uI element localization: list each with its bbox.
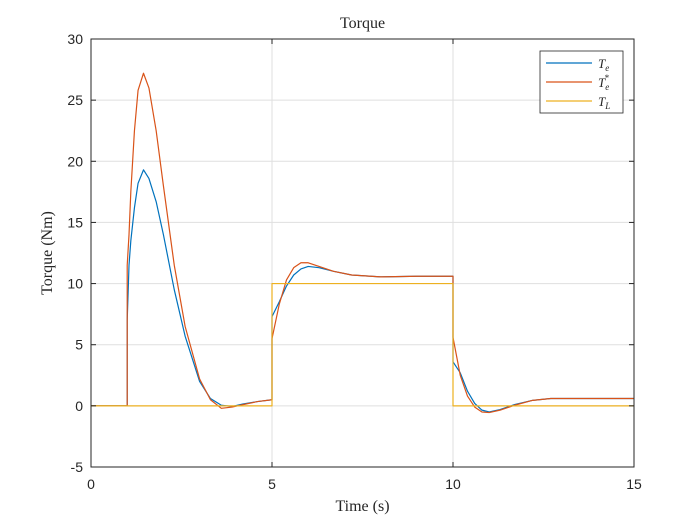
y-axis-label: Torque (Nm) (39, 211, 56, 295)
y-tick-label: 10 (67, 276, 83, 292)
legend-label: Te* (598, 73, 609, 92)
x-tick-label: 15 (626, 476, 642, 492)
x-tick-label: 10 (445, 476, 461, 492)
x-axis-label: Time (s) (335, 498, 389, 515)
series-line-tl (91, 282, 634, 407)
y-tick-label: 0 (75, 398, 83, 414)
x-tick-label: 0 (87, 476, 95, 492)
y-tick-label: 15 (67, 214, 83, 230)
chart-title: Torque (340, 15, 385, 32)
series-lines (91, 72, 634, 414)
plot-frame (90, 38, 635, 468)
y-tick-label: -5 (71, 459, 84, 475)
y-tick-label: 5 (75, 337, 83, 353)
x-tick-label: 5 (268, 476, 276, 492)
y-tick-label: 30 (67, 31, 83, 47)
legend-label: TL (598, 94, 610, 111)
y-tick-label: 25 (67, 92, 83, 108)
legend-label: Te (598, 56, 609, 73)
series-line-te- (91, 72, 634, 414)
y-tick-label: 20 (67, 153, 83, 169)
